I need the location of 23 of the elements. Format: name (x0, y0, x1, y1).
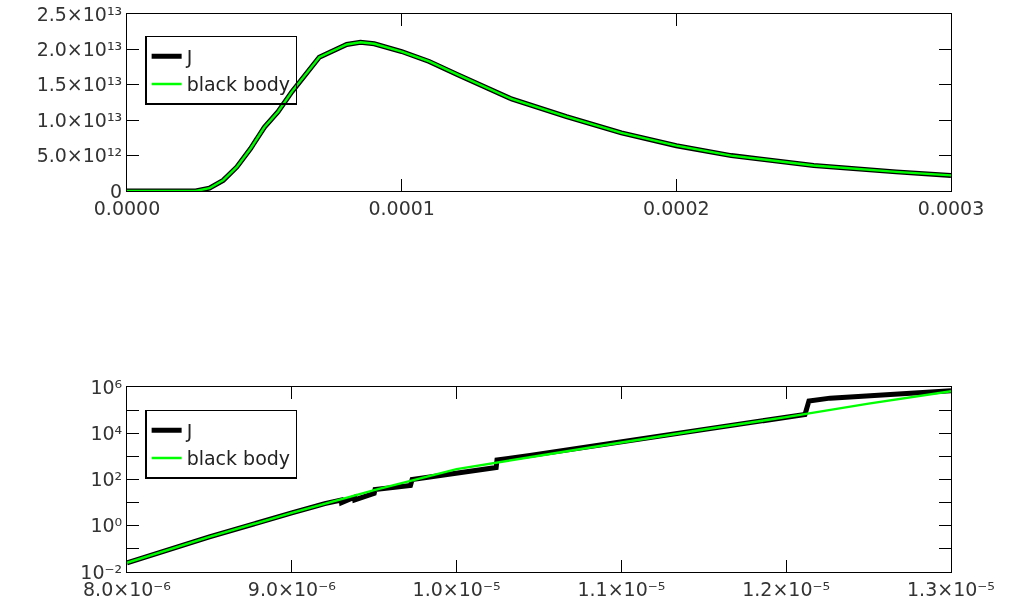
x-tick-label: 1.3×10⁻⁵ (907, 577, 995, 600)
y-tick-label: 10⁻² (80, 560, 123, 583)
x-tick-label: 1.1×10⁻⁵ (577, 577, 666, 600)
y-tick-label: 10⁴ (90, 421, 123, 444)
y-tick-label: 5.0×10¹² (36, 144, 123, 167)
x-tick-label: 0.0001 (368, 196, 435, 219)
x-tick-label: 9.0×10⁻⁶ (247, 577, 336, 600)
legend-label: black body (186, 447, 291, 470)
y-tick-label: 10⁶ (90, 375, 123, 398)
x-tick-label: 0.0002 (643, 196, 710, 219)
y-tick-label: 1.0×10¹³ (36, 108, 123, 131)
y-tick-label: 1.5×10¹³ (36, 73, 123, 96)
legend-label: black body (186, 73, 291, 96)
y-tick-label: 2.0×10¹³ (36, 38, 123, 61)
y-tick-label: 10⁰ (90, 514, 123, 537)
y-tick-label: 0 (110, 179, 123, 202)
y-tick-label: 2.5×10¹³ (36, 2, 123, 25)
x-tick-label: 1.0×10⁻⁵ (412, 577, 501, 600)
y-tick-label: 10² (90, 468, 123, 491)
legend-label: J (185, 419, 193, 442)
x-tick-label: 0.0003 (917, 196, 985, 219)
x-tick-label: 1.2×10⁻⁵ (742, 577, 831, 600)
legend-label: J (185, 45, 193, 68)
